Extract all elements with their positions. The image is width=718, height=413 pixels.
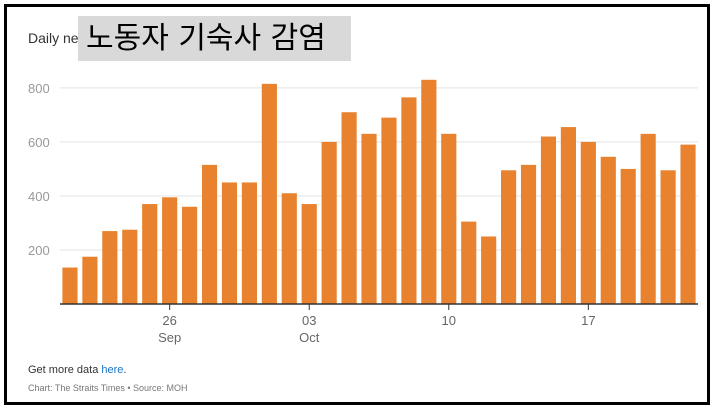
bar xyxy=(640,133,656,304)
bar xyxy=(540,136,557,304)
more-data-suffix: . xyxy=(123,364,127,376)
bar xyxy=(62,267,78,304)
bar xyxy=(680,144,696,304)
bar xyxy=(281,193,297,304)
bar xyxy=(221,182,238,304)
more-data-prefix: Get more data xyxy=(28,364,102,376)
y-tick-label: 400 xyxy=(28,189,50,204)
bar xyxy=(261,83,277,304)
bar xyxy=(162,197,178,304)
bar xyxy=(421,79,437,304)
bar xyxy=(660,170,676,304)
x-tick-label: 03 xyxy=(302,313,316,328)
bar xyxy=(481,236,497,304)
x-tick-label: 17 xyxy=(581,313,595,328)
y-tick-label: 600 xyxy=(28,135,50,150)
y-tick-label: 200 xyxy=(28,243,50,258)
x-tick-month-label: Oct xyxy=(299,330,320,345)
bar xyxy=(301,204,317,304)
bar xyxy=(441,133,457,304)
more-data-link[interactable]: here xyxy=(101,364,124,376)
bar xyxy=(361,133,377,304)
bar xyxy=(401,97,417,305)
bar xyxy=(560,127,576,305)
bar xyxy=(201,164,218,304)
bar xyxy=(341,112,357,305)
y-tick-label: 800 xyxy=(28,81,50,96)
more-data-line: Get more data here. xyxy=(28,364,126,376)
bar xyxy=(321,141,337,304)
bar xyxy=(600,156,616,304)
bar xyxy=(520,164,537,304)
bar xyxy=(381,117,397,304)
bar xyxy=(142,204,158,304)
x-tick-month-label: Sep xyxy=(158,330,181,345)
x-tick-label: 26 xyxy=(162,313,176,328)
bar xyxy=(620,168,636,304)
bar xyxy=(182,206,198,304)
bar xyxy=(102,231,118,304)
x-tick-label: 10 xyxy=(442,313,456,328)
overlay-title: 노동자 기숙사 감염 xyxy=(78,16,351,61)
bar xyxy=(501,170,517,304)
chart-source: Chart: The Straits Times • Source: MOH xyxy=(28,383,188,393)
bar xyxy=(461,221,477,304)
bar xyxy=(122,229,138,304)
bar xyxy=(82,256,98,304)
bar xyxy=(580,141,596,304)
bar xyxy=(241,182,257,304)
